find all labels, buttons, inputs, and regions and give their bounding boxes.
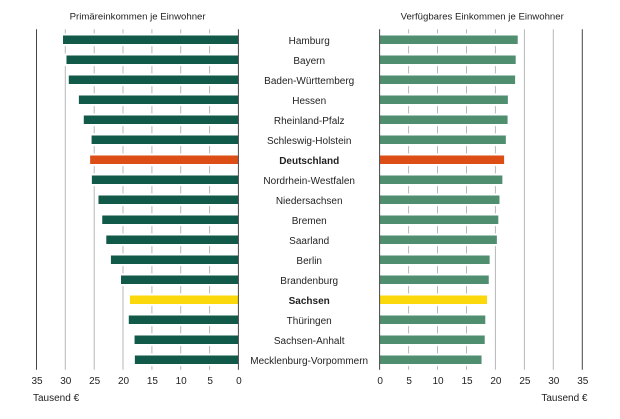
svg-text:Baden-Württemberg: Baden-Württemberg — [264, 76, 354, 87]
svg-text:Bremen: Bremen — [292, 216, 327, 227]
svg-text:25: 25 — [89, 376, 101, 387]
svg-text:Saarland: Saarland — [289, 236, 329, 247]
svg-text:Schleswig-Holstein: Schleswig-Holstein — [267, 136, 351, 147]
svg-text:Hamburg: Hamburg — [289, 36, 330, 47]
svg-text:30: 30 — [60, 376, 72, 387]
svg-text:Nordrhein-Westfalen: Nordrhein-Westfalen — [263, 176, 355, 187]
svg-text:Verfügbares Einkommen je Einwo: Verfügbares Einkommen je Einwohner — [401, 11, 565, 22]
svg-text:Sachsen-Anhalt: Sachsen-Anhalt — [274, 336, 345, 347]
svg-text:20: 20 — [118, 376, 130, 387]
svg-text:Deutschland: Deutschland — [279, 156, 339, 167]
svg-text:Berlin: Berlin — [296, 256, 322, 267]
svg-text:Sachsen: Sachsen — [289, 296, 330, 307]
svg-text:Thüringen: Thüringen — [287, 316, 332, 327]
svg-text:20: 20 — [490, 376, 502, 387]
svg-text:Brandenburg: Brandenburg — [280, 276, 338, 287]
svg-text:5: 5 — [207, 376, 213, 387]
svg-text:35: 35 — [577, 376, 589, 387]
svg-text:15: 15 — [461, 376, 473, 387]
svg-text:Mecklenburg-Vorpommern: Mecklenburg-Vorpommern — [250, 356, 368, 367]
svg-text:Hessen: Hessen — [292, 96, 326, 107]
svg-text:15: 15 — [147, 376, 159, 387]
svg-text:10: 10 — [432, 376, 444, 387]
svg-text:30: 30 — [548, 376, 560, 387]
svg-text:10: 10 — [176, 376, 188, 387]
svg-text:0: 0 — [236, 376, 242, 387]
svg-text:Tausend €: Tausend € — [541, 393, 588, 404]
svg-text:Niedersachsen: Niedersachsen — [276, 196, 343, 207]
svg-text:25: 25 — [519, 376, 531, 387]
svg-text:Tausend €: Tausend € — [33, 393, 80, 404]
svg-text:Primäreinkommen je Einwohner: Primäreinkommen je Einwohner — [70, 11, 207, 22]
svg-text:Rheinland-Pfalz: Rheinland-Pfalz — [274, 116, 345, 127]
svg-text:0: 0 — [377, 376, 383, 387]
svg-text:35: 35 — [31, 376, 43, 387]
svg-text:Bayern: Bayern — [293, 56, 325, 67]
svg-text:5: 5 — [406, 376, 412, 387]
